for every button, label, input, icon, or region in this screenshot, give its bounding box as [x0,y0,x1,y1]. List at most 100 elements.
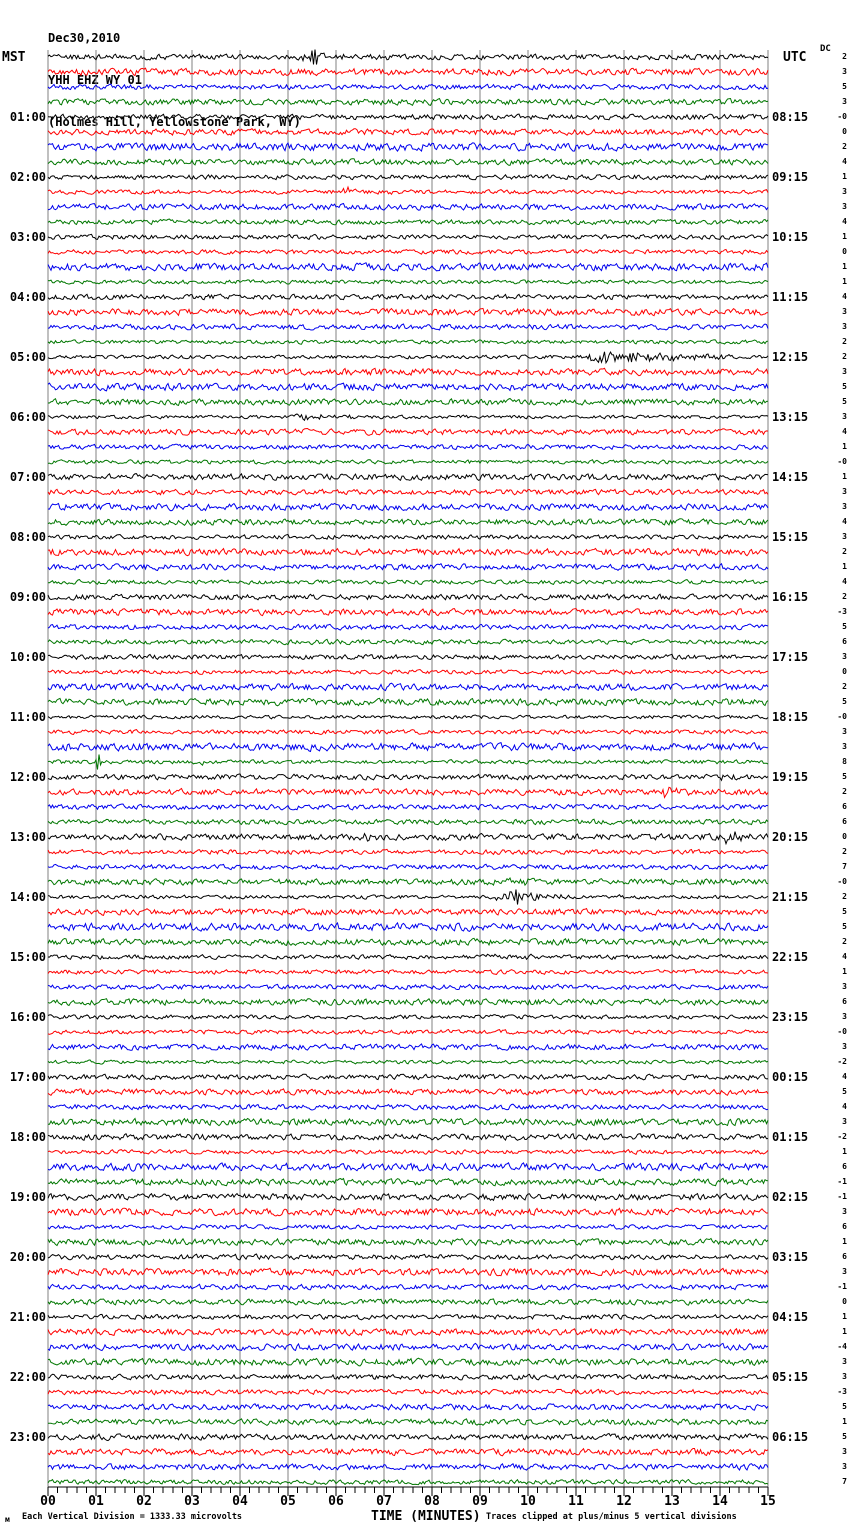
dc-offset-value: 2 [842,892,847,901]
dc-offset-value: 3 [842,1207,847,1216]
dc-offset-value: 5 [842,697,847,706]
dc-offset-value: 2 [842,847,847,856]
x-axis-tick-label: 07 [376,1494,392,1509]
dc-offset-value: 4 [842,292,847,301]
dc-offset-value: 5 [842,397,847,406]
utc-time-label: 21:15 [772,890,809,904]
dc-offset-value: 1 [842,472,847,481]
utc-time-label: 10:15 [772,230,809,244]
utc-time-label: 18:15 [772,710,809,724]
utc-time-label: 08:15 [772,110,809,124]
utc-time-label: 14:15 [772,470,809,484]
utc-time-label: 04:15 [772,1310,809,1324]
mst-time-label: 10:00 [9,650,46,664]
dc-offset-value: 1 [842,1237,847,1246]
dc-offset-value: 1 [842,967,847,976]
scale-note: Each Vertical Division = 1333.33 microvo… [22,1512,243,1522]
utc-time-label: 19:15 [772,770,809,784]
dc-offset-value: 1 [842,442,847,451]
mst-time-label: 08:00 [9,530,46,544]
utc-time-label: 20:15 [772,830,809,844]
mst-time-label: 19:00 [9,1190,46,1204]
utc-time-label: 23:15 [772,1010,809,1024]
dc-offset-value: -2 [837,1057,847,1066]
dc-offset-value: -0 [837,1027,847,1036]
dc-offset-value: 3 [842,502,847,511]
x-axis-tick-label: 03 [184,1494,200,1509]
dc-offset-value: 6 [842,802,847,811]
mst-time-label: 21:00 [9,1310,46,1324]
dc-offset-value: -1 [837,1177,847,1186]
mst-time-label: 07:00 [9,470,46,484]
x-axis-tick-label: 08 [424,1494,440,1509]
dc-offset-value: 4 [842,517,847,526]
dc-offset-value: 5 [842,1402,847,1411]
dc-offset-value: 3 [842,367,847,376]
dc-offset-value: 3 [842,1462,847,1471]
x-axis-title: TIME (MINUTES) [371,1509,481,1524]
dc-offset-value: 4 [842,952,847,961]
dc-offset-value: 1 [842,1327,847,1336]
dc-offset-value: 3 [842,982,847,991]
mst-time-label: 20:00 [9,1250,46,1264]
utc-time-label: 17:15 [772,650,809,664]
dc-offset-value: 5 [842,907,847,916]
dc-offset-value: 2 [842,682,847,691]
dc-offset-value: 3 [842,1012,847,1021]
dc-offset-value: 3 [842,532,847,541]
mst-time-label: 16:00 [9,1010,46,1024]
header-date: Dec30,2010 [48,31,121,45]
utc-time-label: 13:15 [772,410,809,424]
dc-offset-value: 6 [842,1252,847,1261]
dc-offset-value: 3 [842,307,847,316]
x-axis-tick-label: 10 [520,1494,536,1509]
dc-offset-value: 3 [842,322,847,331]
mst-time-label: 06:00 [9,410,46,424]
dc-offset-value: -1 [837,1282,847,1291]
dc-offset-value: 0 [842,247,847,256]
dc-offset-value: -3 [837,1387,847,1396]
dc-offset-value: -0 [837,877,847,886]
x-axis-tick-label: 00 [40,1494,56,1509]
x-axis-tick-label: 02 [136,1494,152,1509]
utc-time-label: 16:15 [772,590,809,604]
dc-offset-value: 1 [842,262,847,271]
header-location: (Holmes Hill, Yellowstone Park, WY) [48,115,301,129]
plot-header: Dec30,2010 YHH EHZ WY 01 (Holmes Hill, Y… [48,3,301,157]
dc-offset-value: 7 [842,862,847,871]
dc-offset-value: -2 [837,1132,847,1141]
header-station: YHH EHZ WY 01 [48,73,142,87]
dc-offset-value: 6 [842,1222,847,1231]
x-axis-tick-label: 09 [472,1494,488,1509]
utc-time-label: 12:15 [772,350,809,364]
dc-offset-value: 3 [842,1447,847,1456]
mst-time-label: 12:00 [9,770,46,784]
dc-offset-value: 3 [842,202,847,211]
dc-offset-value: 3 [842,1357,847,1366]
dc-offset-value: 6 [842,997,847,1006]
mst-time-label: 04:00 [9,290,46,304]
dc-offset-value: 2 [842,547,847,556]
clip-note: Traces clipped at plus/minus 5 vertical … [486,1512,737,1522]
mst-time-label: 15:00 [9,950,46,964]
dc-offset-value: 1 [842,172,847,181]
dc-offset-value: 3 [842,1117,847,1126]
dc-offset-value: 2 [842,937,847,946]
x-axis-tick-label: 15 [760,1494,776,1509]
x-axis-tick-label: 05 [280,1494,296,1509]
dc-offset-value: 3 [842,187,847,196]
dc-offset-value: 6 [842,817,847,826]
utc-time-label: 01:15 [772,1130,809,1144]
dc-offset-value: -1 [837,1192,847,1201]
dc-offset-value: 0 [842,127,847,136]
dc-offset-value: 1 [842,1312,847,1321]
mst-axis-label: MST [2,50,26,65]
dc-offset-value: 1 [842,562,847,571]
dc-offset-value: 4 [842,157,847,166]
dc-offset-value: -0 [837,457,847,466]
dc-offset-value: 3 [842,67,847,76]
mst-time-label: 18:00 [9,1130,46,1144]
x-axis-tick-label: 11 [568,1494,584,1509]
dc-offset-value: -0 [837,712,847,721]
